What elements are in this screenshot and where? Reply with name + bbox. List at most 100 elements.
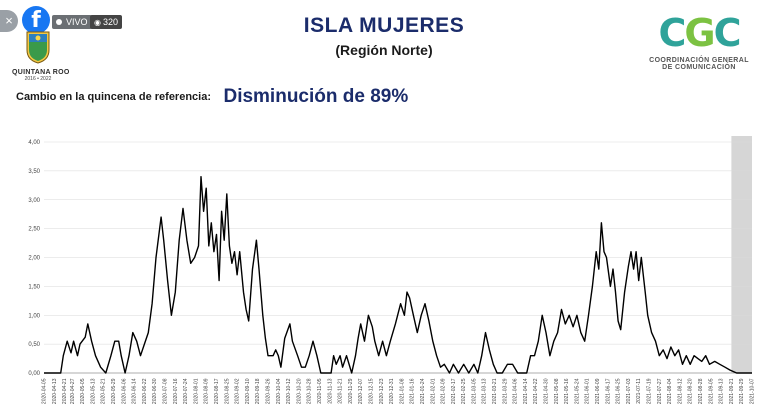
logo-years: 2016 • 2022 xyxy=(24,76,52,82)
x-tick-label: 2021-02-25 xyxy=(461,378,467,404)
series-line xyxy=(44,175,752,374)
close-button[interactable]: × xyxy=(0,10,18,32)
x-tick-label: 2020-08-17 xyxy=(214,378,220,404)
x-tick-label: 2021-06-09 xyxy=(595,378,601,404)
x-tick-label: 2021-03-05 xyxy=(471,378,477,404)
logo-name: QUINTANA ROO xyxy=(12,69,70,76)
x-tick-label: 2021-04-22 xyxy=(533,378,539,404)
cgc-line-2: DE COMUNICACIÓN xyxy=(662,64,736,71)
x-tick-label: 2020-04-05 xyxy=(42,378,48,404)
x-tick-label: 2020-04-27 xyxy=(70,378,76,404)
x-tick-label: 2020-10-20 xyxy=(296,378,302,404)
x-tick-label: 2020-07-16 xyxy=(173,378,179,404)
x-tick-label: 2021-01-16 xyxy=(410,378,416,404)
x-tick-label: 2021-05-16 xyxy=(564,378,570,404)
x-tick-label: 2021-04-06 xyxy=(513,378,519,404)
x-tick-label: 2021-10-07 xyxy=(750,378,756,404)
facebook-icon[interactable]: f xyxy=(22,6,50,34)
x-tick-label: 2021-07-19 xyxy=(647,378,653,404)
cgc-letter-1: C xyxy=(658,11,687,55)
x-tick-label: 2021-04-14 xyxy=(523,378,529,404)
x-tick-label: 2021-02-09 xyxy=(441,378,447,404)
x-tick-label: 2020-04-13 xyxy=(52,378,58,404)
x-tick-label: 2020-05-13 xyxy=(90,378,96,404)
live-badge: VIVO xyxy=(52,15,92,29)
x-tick-label: 2020-06-14 xyxy=(132,378,138,404)
x-tick-label: 2021-05-08 xyxy=(554,378,560,404)
x-tick-label: 2020-11-29 xyxy=(348,378,354,403)
x-tick-label: 2020-11-21 xyxy=(338,378,344,403)
eye-icon: ◉ xyxy=(94,18,101,27)
y-tick-label: 1,50 xyxy=(28,284,40,290)
cgc-line-1: COORDINACIÓN GENERAL xyxy=(649,57,749,64)
cgc-letter-3: C xyxy=(713,11,742,55)
x-tick-label: 2021-03-13 xyxy=(482,378,488,404)
x-tick-label: 2020-09-18 xyxy=(255,378,261,404)
x-tick-label: 2020-09-10 xyxy=(245,378,251,404)
cgc-letter-2: G xyxy=(684,11,715,55)
x-tick-label: 2021-02-17 xyxy=(451,378,457,404)
x-tick-label: 2020-12-15 xyxy=(368,378,374,404)
y-tick-label: 2,00 xyxy=(28,256,40,262)
y-tick-label: 3,50 xyxy=(28,169,40,175)
x-tick-label: 2020-05-29 xyxy=(111,378,117,404)
x-tick-label: 2021-03-29 xyxy=(502,378,508,404)
x-tick-label: 2021-01-24 xyxy=(420,378,426,404)
x-tick-label: 2021-06-25 xyxy=(616,378,622,404)
x-tick-label: 2020-05-21 xyxy=(101,378,107,404)
x-tick-label: 2021-06-01 xyxy=(585,378,591,404)
x-tick-label: 2020-12-23 xyxy=(379,378,385,404)
y-tick-label: 1,00 xyxy=(28,313,40,319)
live-overlay: × f VIVO ◉ 320 xyxy=(0,0,140,38)
page-subtitle: (Región Norte) xyxy=(335,42,433,58)
x-tick-label: 2020-11-13 xyxy=(327,378,333,403)
x-tick-label: 2021-08-20 xyxy=(688,378,694,404)
change-summary: Cambio en la quincena de referencia: Dis… xyxy=(16,86,408,108)
x-tick-label: 2021-08-12 xyxy=(677,378,683,404)
x-tick-label: 2020-08-25 xyxy=(224,378,230,404)
x-tick-label: 2021-08-04 xyxy=(667,378,673,404)
x-tick-label: 2021-09-21 xyxy=(729,378,735,404)
x-tick-label: 2021-01-08 xyxy=(399,378,405,404)
x-tick-label: 2021-03-21 xyxy=(492,378,498,404)
change-label: Cambio en la quincena de referencia: xyxy=(16,91,212,103)
y-tick-label: 0,50 xyxy=(28,342,40,348)
cgc-logo: CGC COORDINACIÓN GENERAL DE COMUNICACIÓN xyxy=(640,14,758,71)
x-tick-label: 2021-08-28 xyxy=(698,378,704,404)
viewer-count: 320 xyxy=(102,17,119,27)
x-tick-label: 2020-07-08 xyxy=(163,378,169,404)
y-tick-label: 4,00 xyxy=(28,140,40,146)
live-dot-icon xyxy=(56,19,62,25)
x-tick-label: 2021-07-11 xyxy=(636,378,642,403)
x-tick-label: 2021-09-29 xyxy=(739,378,745,404)
x-tick-label: 2020-10-04 xyxy=(276,378,282,404)
x-tick-label: 2020-10-28 xyxy=(307,378,313,404)
x-tick-label: 2020-08-09 xyxy=(204,378,210,404)
x-tick-label: 2021-07-03 xyxy=(626,378,632,404)
x-tick-label: 2021-02-01 xyxy=(430,378,436,404)
y-tick-label: 0,00 xyxy=(28,371,40,377)
y-tick-label: 2,50 xyxy=(28,227,40,233)
x-tick-label: 2020-12-31 xyxy=(389,378,395,404)
change-value: Disminución de 89% xyxy=(223,86,409,107)
x-tick-label: 2021-04-30 xyxy=(544,378,550,404)
x-tick-label: 2021-07-27 xyxy=(657,378,663,404)
x-tick-label: 2020-08-01 xyxy=(193,378,199,404)
x-tick-label: 2020-09-26 xyxy=(265,378,271,404)
shaded-region xyxy=(731,136,752,373)
live-label: VIVO xyxy=(66,17,88,27)
x-tick-label: 2020-04-21 xyxy=(62,378,68,404)
x-tick-label: 2020-07-24 xyxy=(183,378,189,404)
crest-icon xyxy=(26,31,50,64)
x-tick-label: 2020-05-05 xyxy=(80,378,86,404)
x-tick-label: 2020-06-06 xyxy=(121,378,127,404)
quintana-roo-logo: QUINTANA ROO 2016 • 2022 xyxy=(12,14,69,82)
x-tick-label: 2021-06-17 xyxy=(605,378,611,404)
x-tick-label: 2020-10-12 xyxy=(286,378,292,404)
page-title: ISLA MUJERES xyxy=(303,14,465,37)
x-tick-label: 2021-09-13 xyxy=(719,378,725,404)
x-tick-label: 2021-09-05 xyxy=(708,378,714,404)
cgc-letters: CGC xyxy=(640,14,758,52)
x-tick-label: 2020-12-07 xyxy=(358,378,364,404)
